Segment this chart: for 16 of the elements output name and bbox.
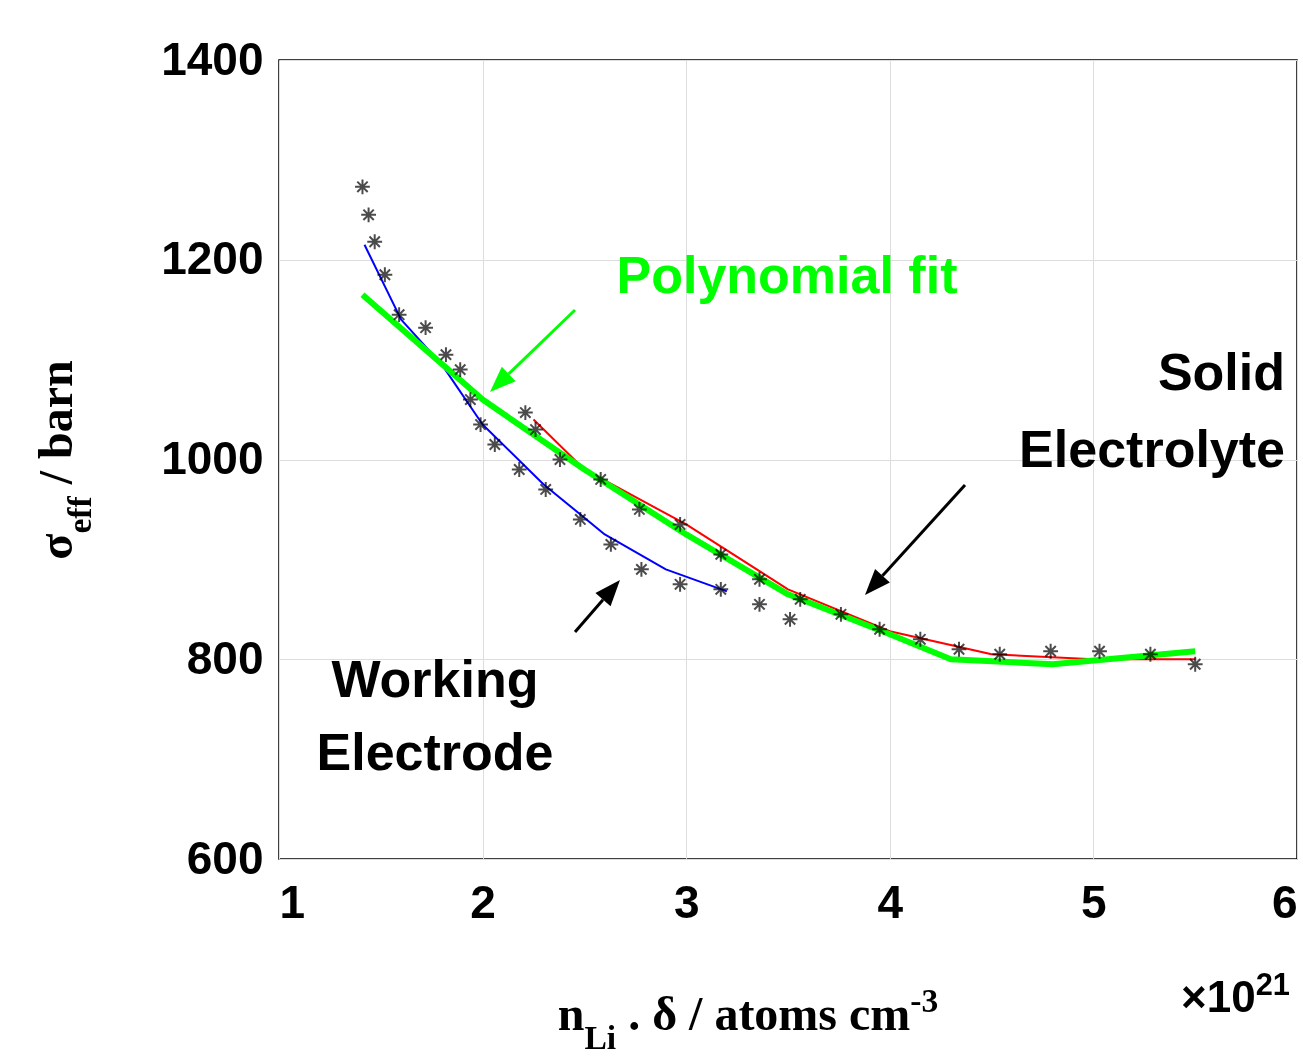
x-axis-title: n$_{Li}$ . δ / atoms cm$^{-3}$ — [557, 981, 939, 1056]
x-tick-label: 4 — [877, 875, 904, 928]
text: ×10$^{21}$ — [1181, 966, 1290, 1021]
x-tick-label: 2 — [470, 875, 496, 928]
y-tick-label: 1000 — [161, 432, 264, 484]
x-tick-label: 1 — [279, 875, 306, 928]
annotation: Polynomial fit — [616, 246, 958, 304]
x-tick-label: 5 — [1081, 875, 1107, 928]
y-tick-label: 600 — [186, 831, 264, 884]
y-tick-label: 800 — [186, 631, 264, 684]
y-tick-label: 1400 — [161, 32, 264, 85]
annotation: Working Electrode — [316, 650, 554, 781]
y-tick-label: 1200 — [161, 232, 264, 285]
x-tick-label: 6 — [1271, 875, 1298, 928]
x-tick-label: 3 — [673, 875, 700, 928]
annotation: Solid Electrolyte — [1019, 343, 1285, 478]
